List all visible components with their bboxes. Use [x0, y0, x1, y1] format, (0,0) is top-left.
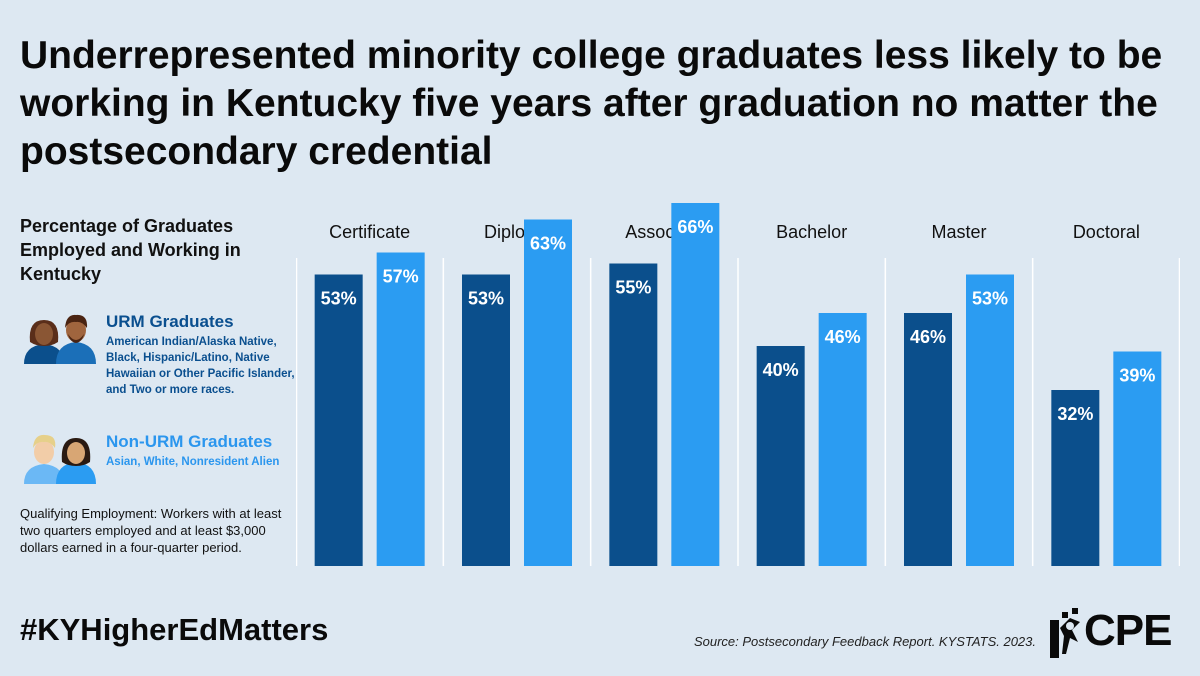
data-label: 46% — [825, 327, 861, 347]
category-label: Master — [931, 222, 986, 242]
bar-urm — [314, 274, 363, 566]
chart-subtitle: Percentage of Graduates Employed and Wor… — [20, 216, 241, 284]
data-label: 32% — [1057, 404, 1093, 424]
chart-title: Underrepresented minority college gradua… — [20, 34, 1163, 173]
bar-non-urm — [671, 203, 720, 566]
bar-chart: Certificate53%57%Diploma53%63%Associate5… — [296, 203, 1180, 566]
urm-graduates-icon — [24, 314, 96, 364]
hashtag: #KYHigherEdMatters — [20, 612, 329, 647]
data-label: 53% — [972, 289, 1008, 309]
data-label: 57% — [383, 267, 419, 287]
category-label: Certificate — [329, 222, 410, 242]
qualifying-employment-note: Qualifying Employment: Workers with at l… — [20, 506, 282, 555]
bar-urm — [1051, 390, 1100, 566]
data-label: 40% — [763, 360, 799, 380]
bar-non-urm — [524, 219, 572, 566]
legend-desc-urm: American Indian/Alaska Native, Black, Hi… — [106, 336, 295, 396]
data-label: 53% — [468, 289, 504, 309]
data-label: 53% — [321, 289, 357, 309]
category-label: Doctoral — [1073, 222, 1140, 242]
data-label: 55% — [615, 278, 651, 298]
bar-urm — [756, 346, 805, 566]
legend-label-non-urm: Non-URM Graduates — [106, 432, 273, 451]
data-label: 39% — [1119, 366, 1155, 386]
source-note: Source: Postsecondary Feedback Report. K… — [693, 634, 1036, 649]
bar-non-urm — [376, 252, 425, 566]
bar-non-urm — [1113, 351, 1162, 566]
cpe-logo-icon — [1050, 608, 1080, 658]
non-urm-graduates-icon — [24, 434, 96, 484]
bar-urm — [609, 263, 658, 566]
bar-urm — [904, 313, 952, 566]
bar-non-urm — [818, 313, 867, 566]
bar-urm — [462, 274, 510, 566]
data-label: 46% — [910, 327, 946, 347]
legend-desc-non-urm: Asian, White, Nonresident Alien — [106, 456, 280, 468]
cpe-logo: CPE — [1046, 606, 1182, 658]
data-label: 63% — [530, 234, 566, 254]
data-label: 66% — [677, 217, 713, 237]
cpe-logo-text: CPE — [1084, 606, 1172, 655]
legend-label-urm: URM Graduates — [106, 312, 234, 331]
category-label: Bachelor — [776, 222, 847, 242]
bar-non-urm — [966, 274, 1014, 566]
